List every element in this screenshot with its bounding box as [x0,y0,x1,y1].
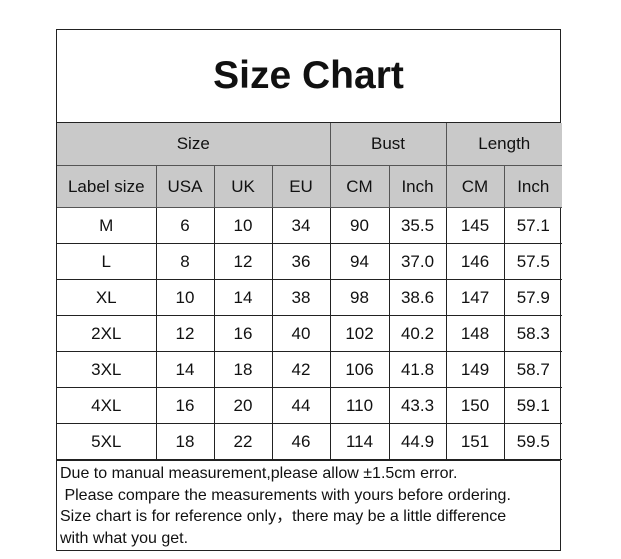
table-cell: 106 [329,351,390,388]
table-cell: M [57,207,157,244]
column-header: Inch [388,165,447,208]
table-cell: 14 [155,351,215,388]
column-header: CM [329,165,390,208]
size-table: Size Bust Length Label size USA UK EU CM Inch… [57,123,563,460]
table-cell: 42 [271,351,331,388]
group-header-length: Length [445,123,563,166]
table-cell: 44 [271,387,331,424]
chart-title: Size Chart [57,30,560,123]
table-cell: 149 [445,351,505,388]
table-cell: 150 [445,387,505,424]
table-cell: 44.9 [388,423,447,460]
table-cell: XL [57,279,157,316]
column-header: UK [213,165,273,208]
column-header: Label size [57,165,157,208]
table-cell: 43.3 [388,387,447,424]
table-cell: 18 [155,423,215,460]
table-cell: 20 [213,387,273,424]
table-cell: 151 [445,423,505,460]
table-cell: 37.0 [388,243,447,280]
group-header-size: Size [57,123,331,166]
table-cell: 38.6 [388,279,447,316]
table-cell: 147 [445,279,505,316]
table-row: XL 10 14 38 98 38.6 147 57.9 [57,279,563,316]
table-cell: 2XL [57,315,157,352]
table-cell: 46 [271,423,331,460]
table-row: L 8 12 36 94 37.0 146 57.5 [57,243,563,280]
table-cell: 58.7 [503,351,563,388]
table-cell: 40 [271,315,331,352]
column-header: CM [445,165,505,208]
table-cell: 22 [213,423,273,460]
note-line: Size chart is for reference only，there m… [60,508,507,525]
column-header-row: Label size USA UK EU CM Inch CM Inch [57,165,563,208]
table-row: M 6 10 34 90 35.5 145 57.1 [57,207,563,244]
table-cell: 98 [329,279,390,316]
table-cell: 145 [445,207,505,244]
table-cell: 12 [213,243,273,280]
table-cell: 14 [213,279,273,316]
group-header-row: Size Bust Length [57,123,563,166]
table-cell: 16 [213,315,273,352]
table-cell: L [57,243,157,280]
table-cell: 59.5 [503,423,563,460]
group-header-bust: Bust [329,123,447,166]
table-cell: 146 [445,243,505,280]
column-header: Inch [503,165,563,208]
table-cell: 102 [329,315,390,352]
table-cell: 57.9 [503,279,563,316]
table-cell: 12 [155,315,215,352]
note-line: Due to manual measurement,please allow ±… [60,465,458,482]
table-cell: 10 [155,279,215,316]
size-chart: Size Chart Size Bust Length Label size US… [56,29,563,551]
table-cell: 90 [329,207,390,244]
table-cell: 10 [213,207,273,244]
table-cell: 3XL [57,351,157,388]
table-cell: 57.5 [503,243,563,280]
table-row: 2XL 12 16 40 102 40.2 148 58.3 [57,315,563,352]
table-cell: 148 [445,315,505,352]
table-cell: 8 [155,243,215,280]
table-cell: 34 [271,207,331,244]
column-header: EU [271,165,331,208]
table-row: 3XL 14 18 42 106 41.8 149 58.7 [57,351,563,388]
table-row: 4XL 16 20 44 110 43.3 150 59.1 [57,387,563,424]
table-cell: 40.2 [388,315,447,352]
table-cell: 36 [271,243,331,280]
table-cell: 35.5 [388,207,447,244]
column-header: USA [155,165,215,208]
table-cell: 41.8 [388,351,447,388]
note-line: Please compare the measurements with you… [60,486,511,504]
table-cell: 38 [271,279,331,316]
table-cell: 94 [329,243,390,280]
table-cell: 59.1 [503,387,563,424]
table-cell: 57.1 [503,207,563,244]
table-cell: 110 [329,387,390,424]
table-cell: 58.3 [503,315,563,352]
table-row: 5XL 18 22 46 114 44.9 151 59.5 [57,423,563,460]
table-cell: 6 [155,207,215,244]
table-cell: 4XL [57,387,157,424]
table-cell: 5XL [57,423,157,460]
notes: Due to manual measurement,please allow ±… [57,460,560,550]
table-cell: 16 [155,387,215,424]
table-cell: 18 [213,351,273,388]
table-cell: 114 [329,423,390,460]
note-line: with what you get. [60,529,189,547]
